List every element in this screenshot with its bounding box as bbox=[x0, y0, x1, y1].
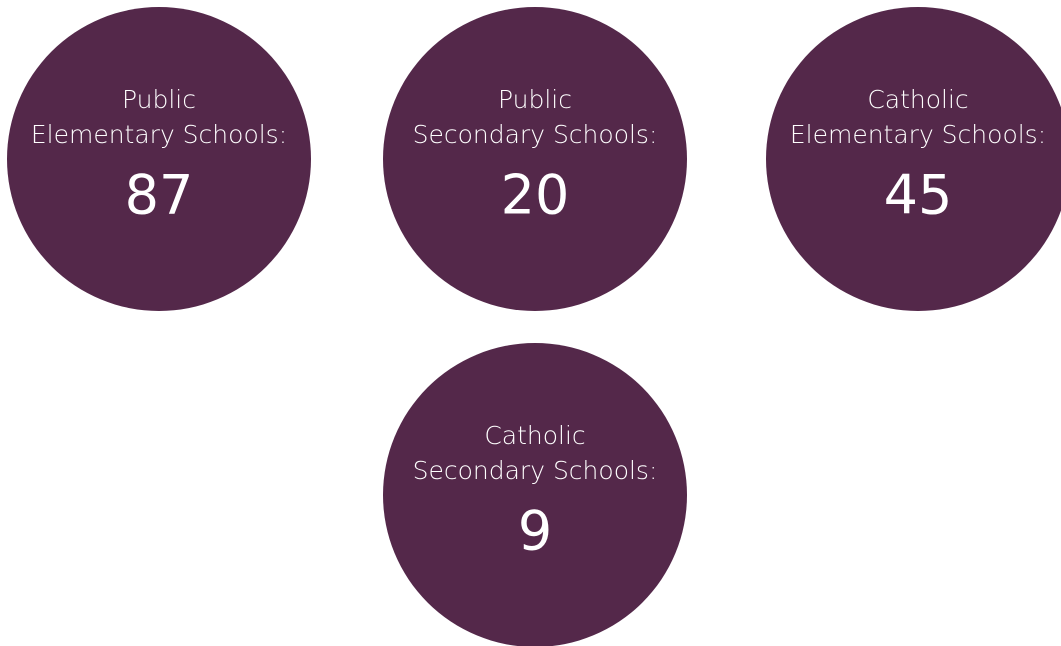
stat-card: Public Elementary Schools: 87 bbox=[7, 7, 311, 311]
stat-circle bbox=[383, 343, 687, 646]
stat-label: Public bbox=[498, 85, 572, 114]
stat-circle bbox=[766, 7, 1061, 311]
stat-label: Elementary Schools: bbox=[31, 120, 287, 149]
stat-card: Catholic Elementary Schools: 45 bbox=[766, 7, 1061, 311]
stat-circle bbox=[383, 7, 687, 311]
stat-card: Public Secondary Schools: 20 bbox=[383, 7, 687, 311]
stat-value: 9 bbox=[518, 500, 552, 563]
stat-card: Catholic Secondary Schools: 9 bbox=[383, 343, 687, 646]
stat-label: Public bbox=[122, 85, 196, 114]
stat-label: Catholic bbox=[867, 85, 968, 114]
stat-value: 20 bbox=[501, 164, 570, 227]
stat-label: Catholic bbox=[484, 421, 585, 450]
stat-value: 45 bbox=[884, 164, 953, 227]
stat-label: Secondary Schools: bbox=[413, 120, 658, 149]
stat-value: 87 bbox=[125, 164, 194, 227]
stat-label: Elementary Schools: bbox=[790, 120, 1046, 149]
stat-circle bbox=[7, 7, 311, 311]
stat-label: Secondary Schools: bbox=[413, 456, 658, 485]
